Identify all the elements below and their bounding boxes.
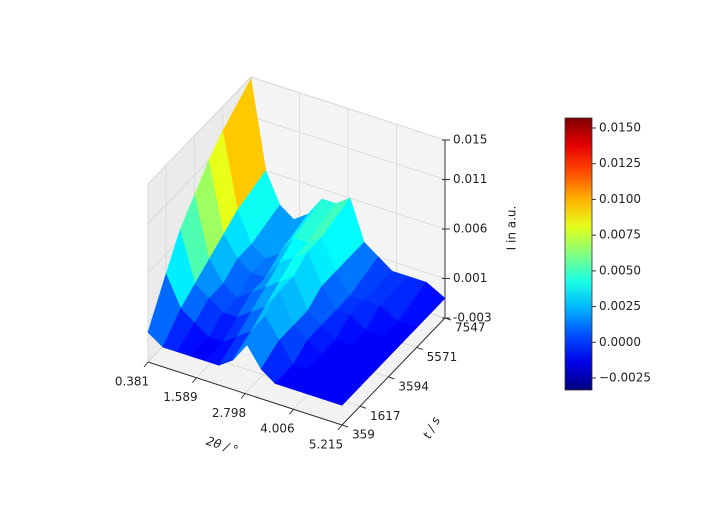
- colorbar-tick-label: 0.0000: [599, 335, 641, 349]
- z-tick-label: 0.001: [453, 271, 487, 285]
- x-tick-label: 0.381: [115, 375, 149, 389]
- z-tick-label: 0.006: [453, 222, 487, 236]
- z-tick-label: 0.011: [453, 172, 487, 186]
- y-tick-label: 3594: [398, 379, 429, 393]
- z-axis-label: I in a.u.: [505, 206, 519, 251]
- colorbar-tick-label: 0.0125: [599, 156, 641, 170]
- surface: [147, 78, 446, 406]
- grid-line: [147, 76, 252, 185]
- grid-line: [250, 76, 446, 141]
- colorbar-tick-label: 0.0075: [599, 228, 641, 242]
- y-tick: [359, 405, 367, 409]
- colorbar-tick-label: −0.0025: [599, 371, 651, 385]
- x-tick: [192, 377, 197, 384]
- x-tick-label: 5.215: [309, 438, 343, 452]
- x-tick-label: 4.006: [260, 422, 294, 436]
- colorbar-tick-label: 0.0100: [599, 192, 641, 206]
- y-tick-label: 359: [352, 428, 375, 442]
- y-tick: [341, 424, 349, 428]
- y-tick: [416, 346, 423, 350]
- x-tick-label: 2.798: [212, 406, 246, 420]
- colorbar-tick-label: 0.0150: [599, 121, 641, 135]
- grid-line: [250, 165, 446, 230]
- z-tick-label: -0.003: [453, 311, 492, 325]
- y-tick: [388, 376, 395, 380]
- x-tick: [143, 361, 149, 368]
- y-tick-label: 5571: [427, 350, 458, 364]
- x-tick-label: 1.589: [163, 390, 197, 404]
- x-tick: [337, 424, 343, 431]
- colorbar: [564, 117, 593, 391]
- x-axis-label: 2θ / °: [204, 434, 239, 457]
- colorbar-tick-label: 0.0050: [599, 263, 641, 277]
- y-tick-label: 1617: [370, 409, 401, 423]
- y-axis-label: t / s: [420, 414, 443, 441]
- grid-line: [250, 116, 446, 180]
- y-tick-label: 7547: [455, 321, 486, 335]
- y-axis: [341, 317, 446, 426]
- x-tick: [289, 408, 294, 415]
- surface-cell: [322, 380, 361, 406]
- z-tick-label: 0.015: [453, 133, 487, 147]
- x-tick: [240, 393, 246, 399]
- colorbar-tick-label: 0.0025: [599, 299, 641, 313]
